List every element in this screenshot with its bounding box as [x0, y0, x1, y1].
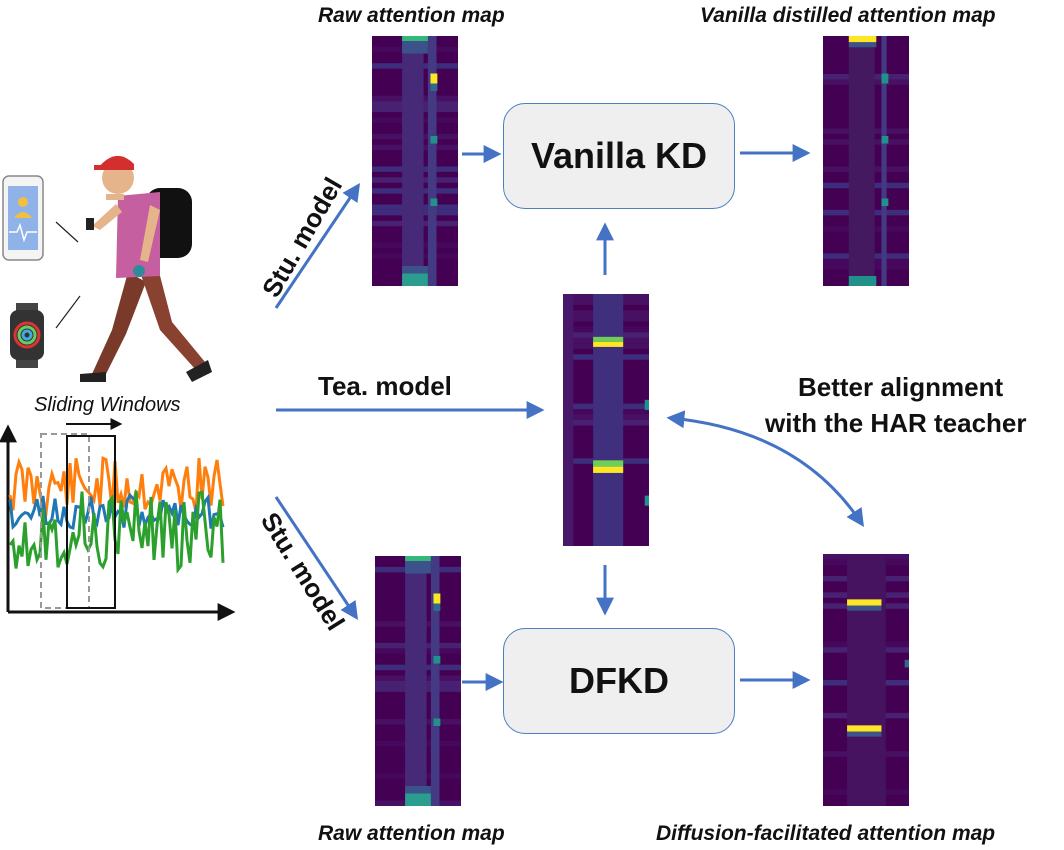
- heatmap-cell: [402, 266, 428, 274]
- heatmap-cell: [593, 336, 624, 342]
- heatmap-cell: [593, 341, 624, 347]
- heatmap-cell: [402, 36, 428, 41]
- raw-attention-map-top-label: Raw attention map: [318, 4, 505, 27]
- heatmap-cell: [430, 73, 438, 84]
- sliding-windows-label: Sliding Windows: [34, 394, 181, 416]
- dfkd-box: DFKD: [503, 628, 735, 734]
- heatmap-cell: [430, 198, 438, 206]
- sliding-windows-plot: [0, 418, 236, 621]
- heatmap-cell: [402, 41, 428, 54]
- signal-blue: [8, 492, 225, 531]
- smartphone-icon: [2, 175, 44, 261]
- vanilla-kd-box: Vanilla KD: [503, 103, 735, 209]
- arrow-stu-top: [274, 183, 361, 309]
- heatmap-cell: [430, 83, 438, 91]
- walking-person-icon: [80, 155, 212, 382]
- heatmap-cell: [405, 793, 431, 806]
- heatmap-cell: [430, 136, 438, 144]
- tea-model-label: Tea. model: [318, 371, 452, 401]
- heatmap-cell: [433, 656, 441, 664]
- heatmap-cell: [433, 593, 441, 604]
- heatmap-cell: [847, 599, 882, 606]
- heatmap-cell: [433, 718, 441, 726]
- heatmap-cell: [405, 556, 431, 561]
- heatmap-cell: [881, 73, 889, 84]
- heatmap-cell: [405, 561, 431, 574]
- heatmap-cell: [402, 273, 428, 286]
- teacher-attention-map: [563, 294, 649, 546]
- heatmap-cell: [644, 399, 649, 410]
- heatmap-cell: [405, 786, 431, 794]
- smartwatch-icon: [10, 303, 44, 368]
- heatmap-cell: [881, 136, 889, 144]
- heatmap-cell: [904, 659, 909, 668]
- signal-green: [8, 490, 225, 574]
- raw-attention-map-bottom-label: Raw attention map: [318, 822, 505, 845]
- heatmap-cell: [847, 731, 882, 737]
- arrow-stu-bottom: [274, 496, 358, 620]
- heatmap-cell: [848, 276, 877, 286]
- raw-attention-map-top: [372, 36, 458, 286]
- heatmap-cell: [848, 42, 877, 48]
- raw-attention-map-bottom: [375, 556, 461, 806]
- diffusion-facilitated-attention-map: [823, 554, 909, 806]
- arrow-alignment-curve: [666, 410, 864, 528]
- heatmap-cell: [848, 36, 877, 43]
- alignment-label-line2: with the HAR teacher: [765, 408, 1027, 438]
- vanilla-distilled-attention-map: [823, 36, 909, 286]
- vanilla-distilled-attention-map-label: Vanilla distilled attention map: [700, 4, 996, 27]
- heatmap-cell: [593, 466, 624, 473]
- heatmap-cell: [881, 198, 889, 206]
- sliding-window-previous: [40, 433, 90, 609]
- heatmap-cell: [433, 603, 441, 611]
- heatmap-cell: [644, 495, 649, 506]
- heatmap-cell: [847, 605, 882, 611]
- heatmap-cell: [593, 460, 624, 467]
- diffusion-facilitated-attention-map-label: Diffusion-facilitated attention map: [656, 822, 996, 845]
- alignment-label-line1: Better alignment: [798, 372, 1004, 402]
- sliding-window-current: [66, 435, 116, 609]
- heatmap-cell: [847, 725, 882, 732]
